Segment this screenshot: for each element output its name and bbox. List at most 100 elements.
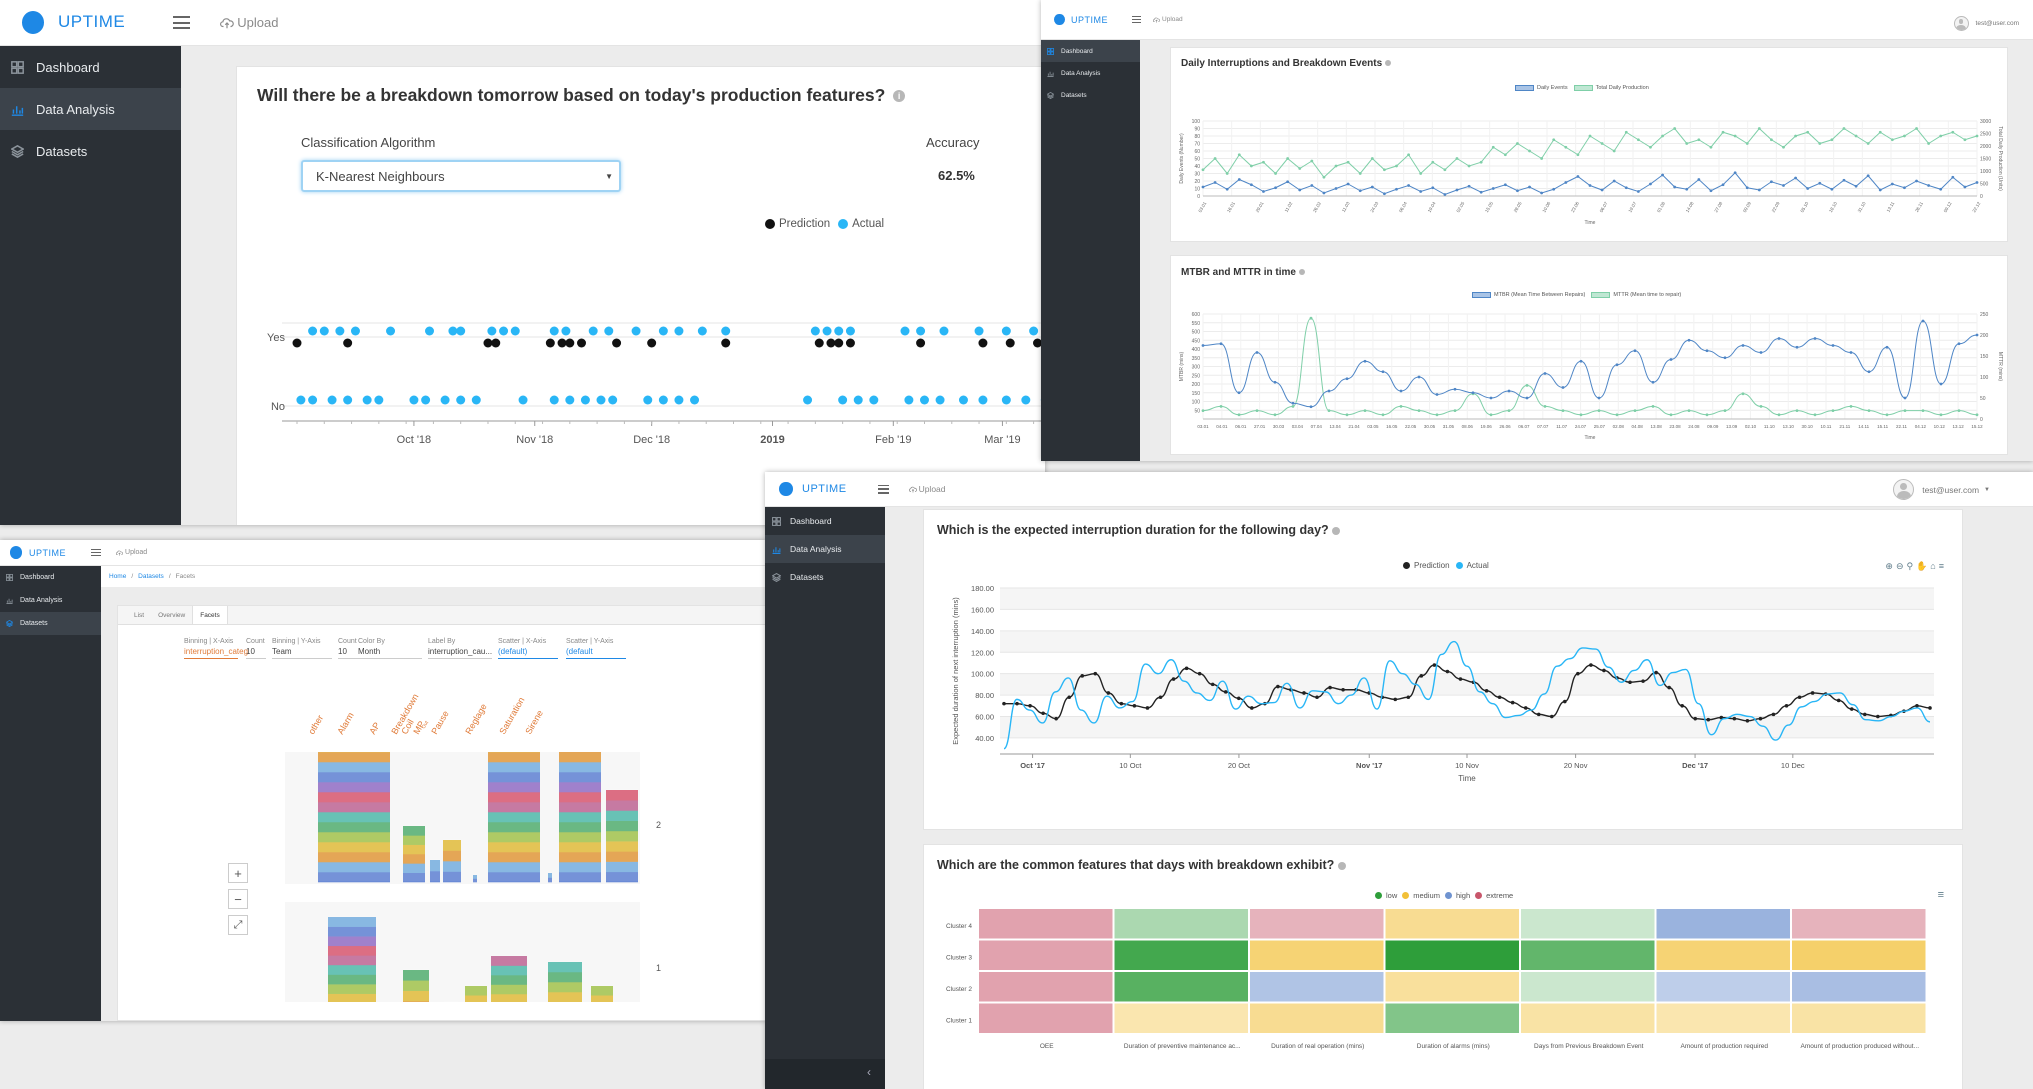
facet-control[interactable]: Count 10 xyxy=(246,638,266,659)
prediction-point xyxy=(565,338,575,348)
sidebar-item-data-analysis[interactable]: Data Analysis xyxy=(765,535,885,563)
upload-link[interactable]: Upload xyxy=(1153,16,1183,23)
info-icon[interactable] xyxy=(1384,60,1391,67)
zoom-in-button[interactable]: + xyxy=(228,863,248,883)
menu-icon[interactable]: ≡ xyxy=(1938,561,1944,571)
prediction-point xyxy=(1536,712,1541,717)
facet-control[interactable]: Binning | X-Axis interruption_categ xyxy=(184,638,248,659)
zoom-out-button[interactable]: − xyxy=(228,889,248,909)
y2-tick-label: 150 xyxy=(1980,354,1989,360)
info-icon[interactable] xyxy=(1298,269,1305,276)
heatmap-cell xyxy=(1250,909,1384,939)
facet-stack-band xyxy=(403,863,425,873)
sidebar-item-datasets[interactable]: Datasets xyxy=(0,130,181,172)
info-icon[interactable] xyxy=(1332,526,1341,535)
series-point xyxy=(1615,363,1619,367)
tab-overview[interactable]: Overview xyxy=(158,612,186,619)
sidebar-item-datasets[interactable]: Datasets xyxy=(765,563,885,591)
x-tick-label: 13.10 xyxy=(1783,424,1795,429)
uptime-logo[interactable]: UPTIME xyxy=(1054,8,1108,26)
breadcrumb-home[interactable]: Home xyxy=(109,573,127,580)
prediction-point xyxy=(1236,696,1241,701)
series-point xyxy=(1489,396,1493,400)
series-point xyxy=(1383,168,1386,172)
menu-toggle-icon[interactable] xyxy=(1132,16,1142,23)
sidebar-item-dashboard[interactable]: Dashboard xyxy=(765,507,885,535)
x-tick-label: 10 Oct xyxy=(1119,761,1142,770)
facet-control[interactable]: Scatter | Y-Axis (default xyxy=(566,638,626,659)
info-icon[interactable] xyxy=(1337,861,1346,870)
prediction-point xyxy=(1745,719,1750,723)
upload-link[interactable]: Upload xyxy=(908,484,946,494)
x-tick-label: Dec '17 xyxy=(1682,761,1708,770)
facet-control[interactable]: Scatter | X-Axis (default) xyxy=(498,638,558,659)
menu-icon[interactable]: ≡ xyxy=(1937,889,1944,901)
facet-control[interactable]: Color By Month xyxy=(358,638,422,659)
search-zoom-icon[interactable]: ⚲ xyxy=(1906,561,1914,571)
heatmap-cell xyxy=(1792,1003,1926,1033)
pan-hand-icon[interactable]: ✋ xyxy=(1916,561,1928,571)
user-menu[interactable]: test@user.com xyxy=(1953,16,2019,31)
info-icon[interactable]: i xyxy=(893,90,906,103)
algorithm-select[interactable]: K-Nearest Neighbours ▼ xyxy=(301,160,621,192)
sidebar-item-data-analysis[interactable]: Data Analysis xyxy=(0,589,101,612)
facet-stack-band xyxy=(318,832,390,843)
actual-point xyxy=(335,326,345,336)
series-point xyxy=(1370,185,1374,189)
sidebar-item-datasets[interactable]: Datasets xyxy=(0,612,101,635)
user-menu[interactable]: test@user.com ▼ xyxy=(1893,479,1990,500)
menu-toggle-icon[interactable] xyxy=(173,16,191,29)
y2-tick-label: 0 xyxy=(1980,417,1983,423)
prediction-point xyxy=(1445,669,1450,674)
tab-facets[interactable]: Facets xyxy=(192,606,228,624)
facet-stack-band xyxy=(318,772,390,783)
x-tick-label: 30.10 xyxy=(1801,424,1813,429)
uptime-logo[interactable]: UPTIME xyxy=(10,540,66,559)
facet-stack-band xyxy=(403,826,425,836)
heatmap-cell xyxy=(1385,940,1519,970)
x-tick-label: 30.05 xyxy=(1424,424,1436,429)
facet-stack-band xyxy=(318,852,390,863)
zoom-in-icon[interactable]: ⊕ xyxy=(1885,561,1893,571)
collapse-sidebar-button[interactable]: ‹ xyxy=(765,1059,885,1089)
actual-point xyxy=(308,326,318,336)
heatmap-cell xyxy=(1114,972,1248,1002)
series-point xyxy=(1813,337,1817,340)
actual-point xyxy=(319,326,329,336)
series-point xyxy=(1673,127,1677,130)
series-point xyxy=(1262,160,1265,164)
series-point xyxy=(1651,380,1655,384)
x-tick-label: Oct '18 xyxy=(397,434,432,446)
upload-link[interactable]: Upload xyxy=(220,15,278,30)
facet-stack-band xyxy=(606,851,638,862)
fit-view-button[interactable]: ⤢ xyxy=(228,915,248,935)
uptime-logo[interactable]: UPTIME xyxy=(779,474,847,497)
daily-events-card: Daily Interruptions and Breakdown Events… xyxy=(1170,47,2008,242)
sidebar-item-data-analysis[interactable]: Data Analysis xyxy=(0,88,181,130)
prediction-point xyxy=(1862,712,1867,717)
breadcrumb-datasets[interactable]: Datasets xyxy=(138,573,164,580)
series-point xyxy=(1806,187,1810,190)
series-point xyxy=(1345,413,1349,417)
sidebar-item-dashboard[interactable]: Dashboard xyxy=(0,46,181,88)
tab-list[interactable]: List xyxy=(134,612,145,619)
sidebar-item-dashboard[interactable]: Dashboard xyxy=(0,566,101,589)
facet-control[interactable]: Binning | Y-Axis Team xyxy=(272,638,332,659)
avatar xyxy=(1953,16,1969,31)
series-point xyxy=(1552,138,1556,142)
facet-control[interactable]: Label By interruption_cau... xyxy=(428,638,492,659)
facet-control[interactable]: Count 10 xyxy=(338,638,358,659)
sidebar-item-datasets[interactable]: Datasets xyxy=(1041,84,1140,106)
facet-stack-band xyxy=(488,812,540,823)
zoom-out-icon[interactable]: ⊖ xyxy=(1895,561,1904,571)
heatmap-cell xyxy=(1656,1003,1790,1033)
upload-link[interactable]: Upload xyxy=(116,549,147,556)
menu-toggle-icon[interactable] xyxy=(877,484,889,494)
sidebar-item-data-analysis[interactable]: Data Analysis xyxy=(1041,62,1140,84)
series-point xyxy=(1818,142,1822,145)
menu-toggle-icon[interactable] xyxy=(91,549,102,556)
home-icon[interactable]: ⌂ xyxy=(1930,561,1936,571)
uptime-logo[interactable]: UPTIME xyxy=(22,0,125,34)
x-tick-label: 06.07 xyxy=(1599,201,1609,214)
sidebar-item-dashboard[interactable]: Dashboard xyxy=(1041,40,1140,62)
